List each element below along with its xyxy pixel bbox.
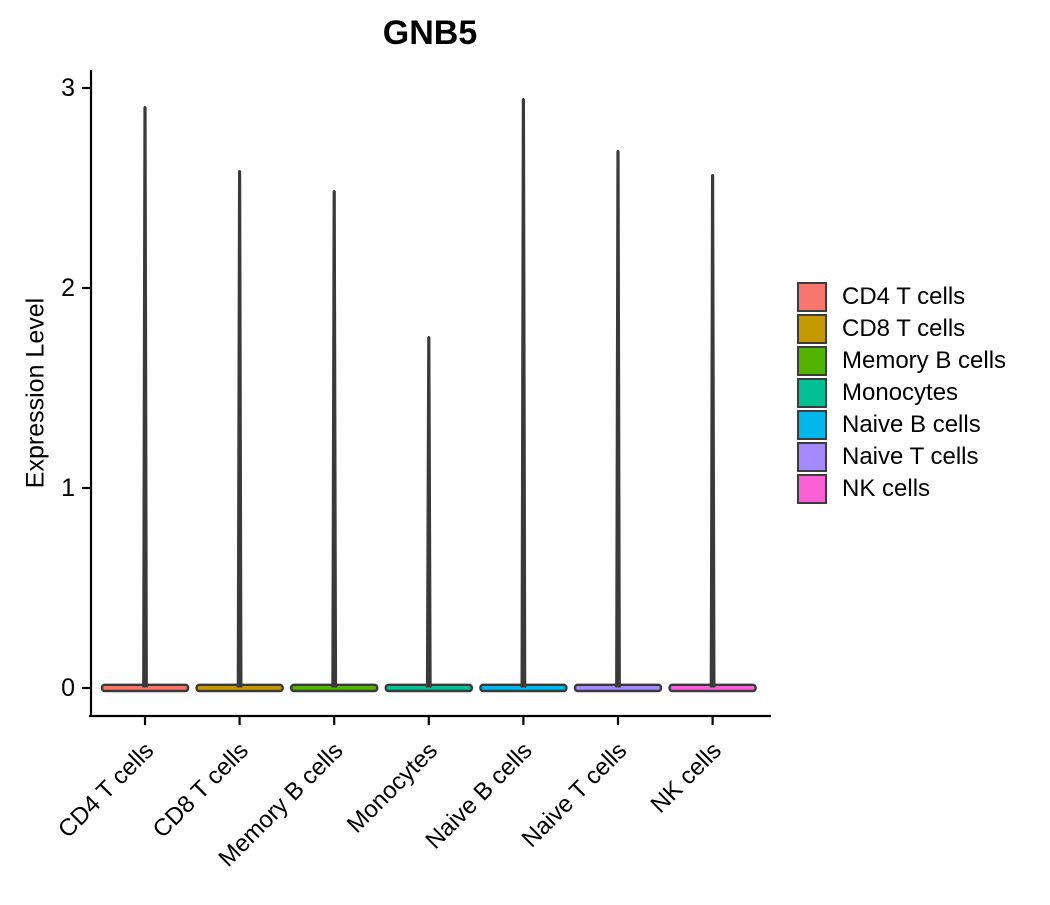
legend-label: Naive T cells: [842, 443, 979, 470]
violin-spike-2: [331, 189, 338, 688]
legend-label: Memory B cells: [842, 347, 1007, 374]
violin-spike-4: [520, 97, 527, 688]
legend: CD4 T cells CD8 T cells Memory B cells Mono…: [797, 282, 1006, 506]
violin-spike-5: [615, 149, 621, 688]
legend-item: Monocytes: [797, 378, 1006, 408]
legend-key: [797, 314, 827, 344]
violin-spike-0: [142, 105, 148, 688]
legend-item: Naive T cells: [797, 442, 1006, 472]
legend-key: [797, 346, 827, 376]
legend-key: [797, 410, 827, 440]
violin-spike-3: [425, 335, 432, 688]
legend-item: CD8 T cells: [797, 314, 1006, 344]
y-tick-label: 1: [61, 474, 75, 502]
violin-spike-6: [709, 173, 716, 688]
y-tick-label: 3: [61, 74, 75, 102]
legend-key: [797, 474, 827, 504]
legend-label: CD4 T cells: [842, 283, 966, 310]
legend-key: [797, 442, 827, 472]
legend-item: CD4 T cells: [797, 282, 1006, 312]
legend-key: [797, 282, 827, 312]
y-axis-label: Expression Level: [21, 297, 50, 489]
legend-label: Monocytes: [842, 379, 959, 406]
legend-label: Naive B cells: [842, 411, 981, 438]
legend-item: Naive B cells: [797, 410, 1006, 440]
legend-key: [797, 378, 827, 408]
x-tick-label-3: Monocytes: [342, 737, 443, 838]
legend-label: CD8 T cells: [842, 315, 966, 342]
x-tick-label-6: NK cells: [646, 737, 727, 818]
y-tick-label: 0: [61, 674, 75, 702]
y-tick-label: 2: [61, 274, 75, 302]
legend-item: NK cells: [797, 474, 1006, 504]
legend-item: Memory B cells: [797, 346, 1006, 376]
legend-label: NK cells: [842, 475, 931, 502]
x-tick-label-0: CD4 T cells: [53, 737, 159, 843]
chart-title: GNB5: [382, 14, 478, 52]
violin-spike-1: [236, 169, 243, 688]
